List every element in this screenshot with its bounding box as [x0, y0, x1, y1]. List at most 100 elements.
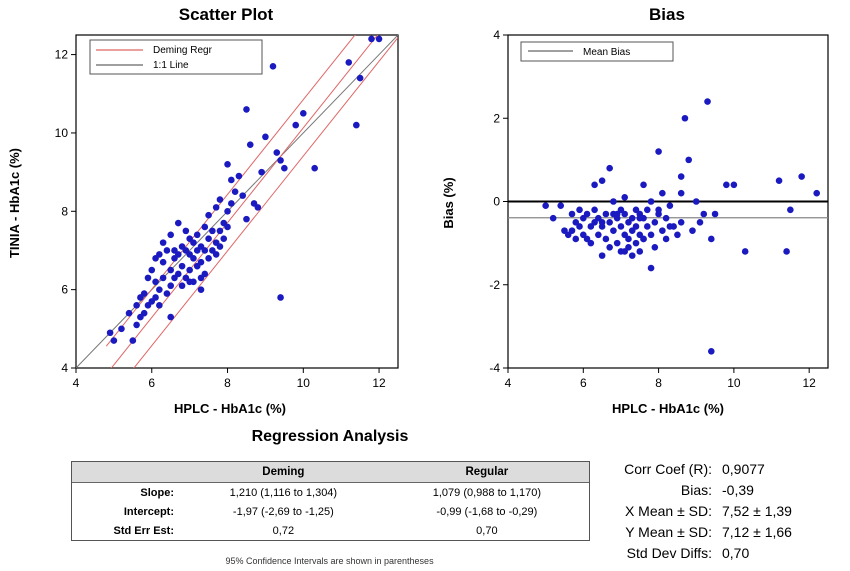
- bias-title: Bias: [649, 5, 685, 24]
- data-point: [167, 282, 175, 290]
- data-point: [186, 266, 193, 274]
- data-point: [152, 294, 159, 301]
- data-point: [568, 210, 576, 218]
- data-point: [281, 164, 288, 172]
- data-point: [542, 202, 549, 209]
- data-point: [700, 210, 708, 218]
- data-point: [666, 223, 674, 230]
- data-point: [277, 157, 284, 164]
- stat-std-dev-diffs: Std Dev Diffs: 0,70: [600, 542, 792, 563]
- stat-label: Std Dev Diffs:: [626, 544, 712, 561]
- regular-value: 0,70: [476, 524, 498, 537]
- deming-ci-line: [105, 35, 356, 347]
- summary-stats: Corr Coef (R): 0,9077 Bias: -0,39 X Mean ±…: [600, 458, 792, 563]
- data-point: [163, 290, 171, 297]
- regular-value: -0,99 (-1,68 to -0,29): [436, 505, 538, 518]
- row-label: Slope:: [140, 486, 174, 499]
- data-point: [798, 173, 805, 180]
- data-point: [659, 189, 666, 197]
- y-tick-label: 0: [493, 195, 500, 209]
- data-point: [606, 164, 613, 172]
- stat-value: 0,70: [722, 544, 750, 561]
- data-point: [662, 235, 670, 243]
- data-point: [228, 176, 235, 184]
- data-point: [598, 177, 606, 184]
- data-point: [243, 106, 250, 113]
- legend-mean-bias-label: Mean Bias: [583, 47, 630, 58]
- y-tick-label: 4: [61, 361, 68, 375]
- data-point: [651, 219, 659, 226]
- data-point: [174, 219, 182, 227]
- data-point: [655, 148, 662, 155]
- data-point: [269, 63, 277, 70]
- data-point: [576, 223, 583, 230]
- data-point: [707, 348, 715, 355]
- data-point: [576, 206, 583, 214]
- data-point: [197, 274, 205, 282]
- deming-ci-line: [133, 37, 398, 368]
- scatter-y-axis-label: TINIA - HbA1c (%): [7, 148, 22, 258]
- data-point: [783, 248, 790, 255]
- x-tick-label: 8: [224, 376, 231, 390]
- data-point: [621, 210, 629, 218]
- data-point: [375, 35, 383, 43]
- data-point: [212, 204, 220, 211]
- data-point: [640, 235, 647, 243]
- data-point: [273, 149, 281, 156]
- data-point: [167, 266, 175, 274]
- data-point: [813, 189, 821, 197]
- data-point: [610, 198, 617, 205]
- data-point: [640, 181, 647, 189]
- data-point: [606, 243, 613, 251]
- data-point: [220, 235, 228, 243]
- data-point: [239, 192, 246, 199]
- data-point: [118, 325, 125, 333]
- data-point: [228, 200, 235, 207]
- data-point: [621, 194, 629, 201]
- data-point: [205, 255, 212, 262]
- stat-y-mean: Y Mean ± SD: 7,12 ± 1,66: [600, 521, 792, 542]
- data-point: [696, 219, 704, 226]
- data-point: [277, 294, 284, 301]
- stat-x-mean: X Mean ± SD: 7,52 ± 1,39: [600, 500, 792, 521]
- data-point: [549, 214, 557, 222]
- data-point: [568, 227, 576, 234]
- x-tick-label: 6: [580, 376, 587, 390]
- data-point: [591, 206, 598, 214]
- legend-identity-label: 1:1 Line: [153, 60, 189, 71]
- stat-corr-coef: Corr Coef (R): 0,9077: [600, 458, 792, 479]
- deming-value: 0,72: [272, 524, 295, 537]
- data-point: [711, 210, 719, 218]
- data-point: [775, 177, 783, 184]
- regression-row-slope: Slope: 1,210 (1,116 to 1,304) 1,079 (0,9…: [72, 483, 589, 503]
- data-point: [178, 262, 186, 270]
- data-point: [662, 214, 670, 222]
- data-point: [258, 168, 265, 176]
- regression-row-std-err: Std Err Est: 0,72 0,70: [72, 521, 589, 540]
- y-tick-label: 8: [61, 204, 68, 218]
- data-point: [163, 247, 171, 254]
- data-point: [628, 214, 636, 222]
- x-tick-label: 4: [73, 376, 80, 390]
- data-point: [643, 206, 651, 214]
- regular-value: 1,079 (0,988 to 1,170): [432, 486, 541, 499]
- bias-legend: Mean Bias: [520, 41, 674, 62]
- bias-plot-chart: Bias 4 6 8 10 12 4 2 0 -2 -4 Mean Bias HPLC - HbA…: [441, 5, 829, 416]
- data-point: [632, 223, 640, 230]
- data-point: [231, 188, 239, 196]
- data-point: [677, 189, 685, 197]
- data-point: [677, 173, 685, 180]
- data-point: [197, 286, 205, 293]
- bias-y-axis-label: Bias (%): [441, 177, 456, 228]
- confidence-interval-note: 95% Confidence Intervals are shown in pa…: [225, 556, 434, 566]
- data-point: [110, 337, 118, 344]
- x-tick-label: 8: [655, 376, 662, 390]
- scatter-x-axis-label: HPLC - HbA1c (%): [174, 401, 286, 416]
- data-point: [224, 207, 231, 215]
- data-point: [723, 181, 730, 189]
- data-point: [209, 227, 216, 235]
- data-point: [741, 248, 749, 255]
- stat-label: Corr Coef (R):: [624, 460, 712, 477]
- deming-value: 1,210 (1,116 to 1,304): [229, 486, 338, 499]
- stat-label: Bias:: [680, 481, 712, 498]
